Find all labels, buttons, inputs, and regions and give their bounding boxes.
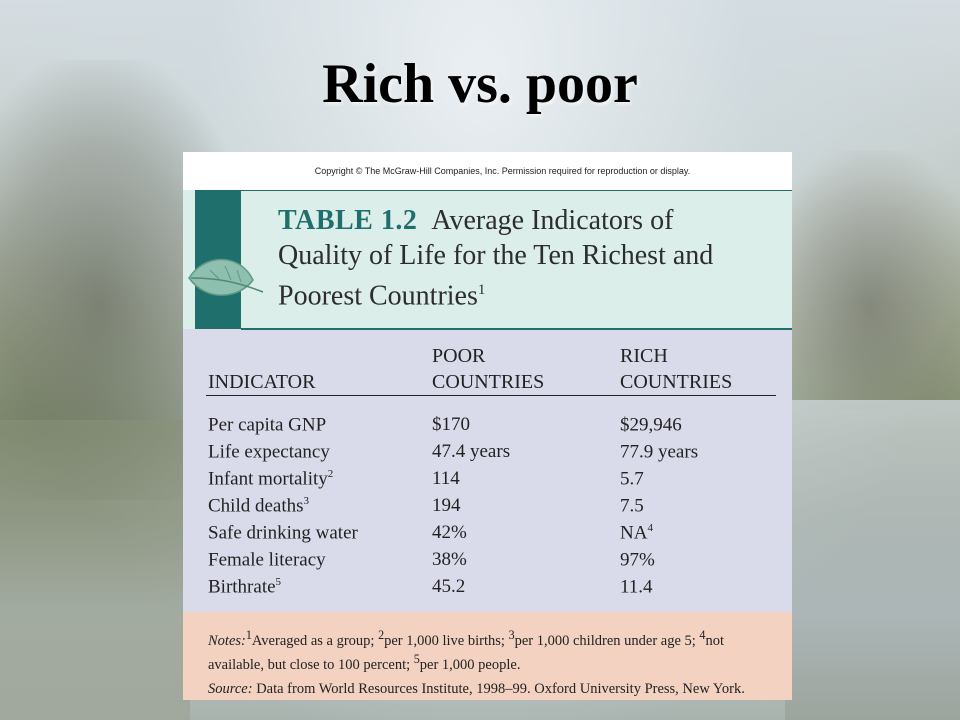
header-border xyxy=(241,190,792,330)
table-row: Safe drinking water 42% NA4 xyxy=(183,520,792,547)
indicator-cell: Per capita GNP xyxy=(208,414,327,436)
heading-line-2: Quality of Life for the Ten Richest and xyxy=(278,240,714,271)
rich-cell: 11.4 xyxy=(620,576,653,598)
poor-cell: $170 xyxy=(432,414,470,435)
table-number: TABLE 1.2 xyxy=(278,205,418,236)
table-notes: Notes:1Averaged as a group; 2per 1,000 l… xyxy=(183,612,792,700)
table-header-band: TABLE 1.2 Average Indicators of Quality o… xyxy=(183,190,792,330)
column-header-poor-line2: COUNTRIES xyxy=(432,371,545,393)
notes-text: Notes:1Averaged as a group; 2per 1,000 l… xyxy=(208,628,724,674)
poor-cell: 45.2 xyxy=(432,576,466,597)
heading-footnote-ref: 1 xyxy=(477,282,486,298)
table-row: Child deaths3 194 7.5 xyxy=(183,493,792,520)
source-text: Source: Data from World Resources Instit… xyxy=(208,680,745,697)
heading-line-3: Poorest Countries xyxy=(278,280,478,312)
poor-cell: 194 xyxy=(432,495,461,516)
indicator-cell: Life expectancy xyxy=(208,441,330,463)
table-row: Infant mortality2 114 5.7 xyxy=(183,466,792,493)
column-header-rich-line2: COUNTRIES xyxy=(620,371,733,393)
table-body: Per capita GNP $170 $29,946 Life expecta… xyxy=(183,412,792,601)
table-row: Life expectancy 47.4 years 77.9 years xyxy=(183,439,792,466)
indicator-cell: Safe drinking water xyxy=(208,522,358,544)
column-header-indicator: INDICATOR xyxy=(208,371,316,393)
poor-cell: 47.4 years xyxy=(432,441,511,462)
indicator-cell: Female literacy xyxy=(208,549,326,571)
indicator-cell: Birthrate5 xyxy=(208,576,282,598)
rich-cell: $29,946 xyxy=(620,414,682,436)
indicator-cell: Child deaths3 xyxy=(208,495,310,517)
table-row: Female literacy 38% 97% xyxy=(183,547,792,574)
poor-cell: 42% xyxy=(432,522,467,543)
column-header-poor-line1: POOR xyxy=(432,345,486,367)
background-grass xyxy=(0,420,190,720)
column-header-rich: RICH COUNTRIES xyxy=(620,343,732,395)
rich-cell: 7.5 xyxy=(620,495,644,517)
poor-cell: 114 xyxy=(432,468,460,489)
rich-cell: 5.7 xyxy=(620,468,644,490)
poor-cell: 38% xyxy=(432,549,467,570)
column-header-poor: POOR COUNTRIES xyxy=(432,343,544,395)
rich-cell: NA4 xyxy=(620,522,653,544)
rich-cell: 77.9 years xyxy=(620,441,699,463)
header-rule xyxy=(206,395,776,396)
table-row: Birthrate5 45.2 11.4 xyxy=(183,574,792,601)
heading-line-1: Average Indicators of xyxy=(431,205,674,236)
slide-title: Rich vs. poor xyxy=(322,53,638,115)
table-row: Per capita GNP $170 $29,946 xyxy=(183,412,792,439)
rich-cell: 97% xyxy=(620,549,655,571)
leaf-icon xyxy=(188,258,264,296)
copyright-notice: Copyright © The McGraw-Hill Companies, I… xyxy=(183,152,792,190)
column-header-rich-line1: RICH xyxy=(620,345,668,367)
background-water xyxy=(785,400,960,720)
table-card: Copyright © The McGraw-Hill Companies, I… xyxy=(183,152,792,700)
background-trees-right xyxy=(760,150,960,410)
table-heading: TABLE 1.2 Average Indicators of Quality o… xyxy=(278,203,762,313)
indicator-cell: Infant mortality2 xyxy=(208,468,334,490)
